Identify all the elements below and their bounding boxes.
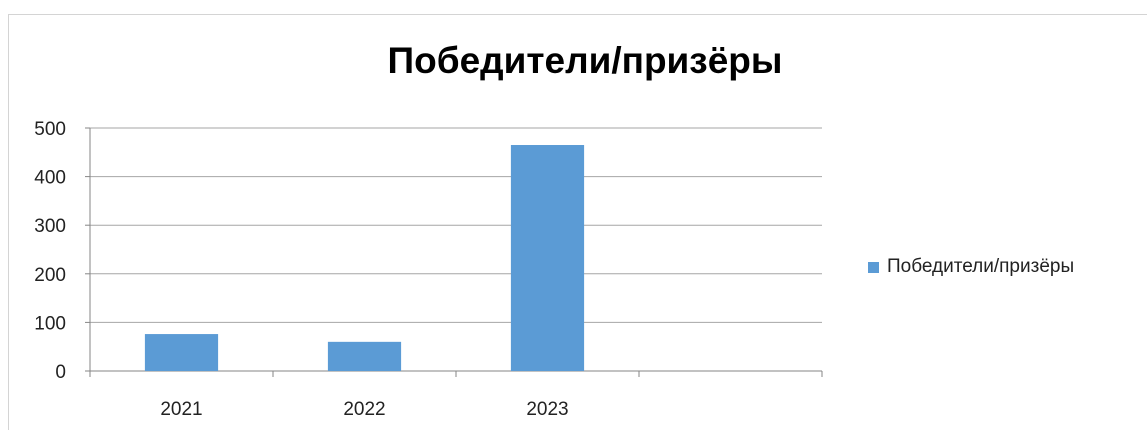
- bars: [144, 145, 585, 371]
- y-tick-label: 0: [55, 362, 66, 383]
- x-tick-label: 2021: [160, 399, 202, 420]
- chart-title: Победители/призёры: [387, 40, 783, 81]
- y-tick-label: 400: [34, 168, 66, 189]
- legend: Победители/призёры: [868, 256, 1074, 278]
- bar-2023: [510, 145, 585, 371]
- legend-swatch: [868, 261, 879, 273]
- y-tick-label: 200: [34, 265, 66, 286]
- bar-2021: [144, 334, 219, 371]
- y-tick-label: 100: [34, 313, 66, 334]
- y-tick-label: 300: [34, 216, 66, 237]
- y-tick-label: 500: [34, 119, 66, 140]
- x-tick-label: 2022: [343, 399, 385, 420]
- bar-2022: [327, 341, 402, 371]
- legend-label: Победители/призёры: [887, 256, 1075, 277]
- x-tick-label: 2023: [526, 399, 568, 420]
- tick-labels: 0 100 200 300 400 500 2021 2022 2023: [34, 119, 568, 420]
- gridlines: [90, 127, 822, 323]
